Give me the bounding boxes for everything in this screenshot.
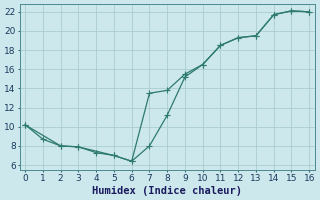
X-axis label: Humidex (Indice chaleur): Humidex (Indice chaleur) [92,186,242,196]
